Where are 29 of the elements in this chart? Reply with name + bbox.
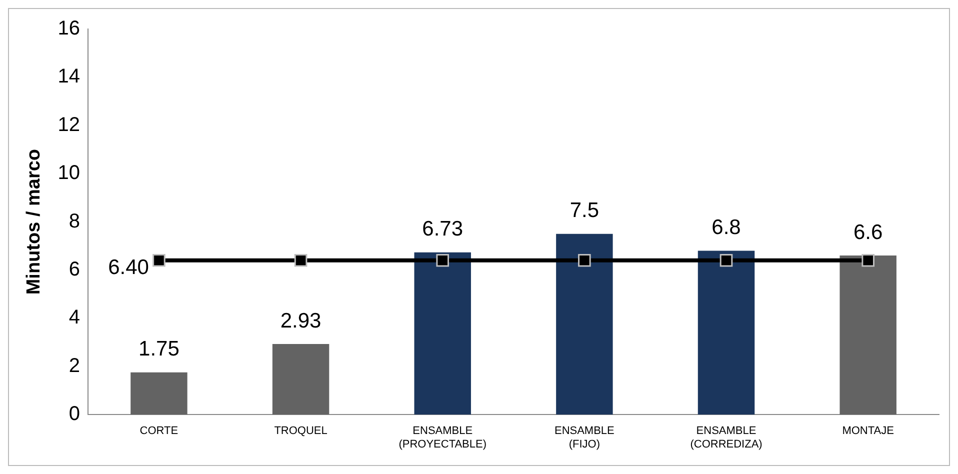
bar [130, 372, 188, 415]
bar [556, 234, 613, 415]
y-tick-label: 4 [68, 306, 80, 329]
y-tick-label: 2 [68, 354, 80, 377]
data-label: 6.40 [108, 256, 149, 280]
bar [840, 256, 896, 415]
x-tick-label: ENSAMBLE (FIJO) [554, 425, 614, 450]
x-tick-label: ENSAMBLE (CORREDIZA) [690, 425, 762, 450]
y-tick-label: 0 [68, 403, 80, 426]
y-tick-label: 10 [58, 162, 80, 184]
y-tick-label: 12 [58, 114, 80, 136]
y-tick-label: 6 [68, 258, 80, 281]
y-tick-label: 16 [58, 18, 80, 40]
bar [414, 252, 471, 415]
y-tick-label: 8 [68, 210, 80, 232]
bar [272, 344, 330, 415]
x-tick-label: ENSAMBLE (PROYECTABLE) [398, 425, 487, 450]
data-label: 1.75 [138, 338, 180, 361]
data-label: 6.73 [422, 218, 464, 241]
data-label: 7.5 [570, 199, 600, 222]
x-tick-label: TROQUEL [274, 425, 328, 438]
data-label: 2.93 [280, 309, 322, 332]
bar [698, 250, 755, 415]
data-label: 6.6 [853, 220, 883, 244]
y-tick-label: 14 [58, 66, 80, 88]
x-tick-label: MONTAJE [842, 425, 894, 438]
x-tick-label: CORTE [140, 425, 178, 438]
data-label: 6.8 [712, 216, 741, 240]
y-axis-title: Minutos / marco [24, 148, 45, 295]
